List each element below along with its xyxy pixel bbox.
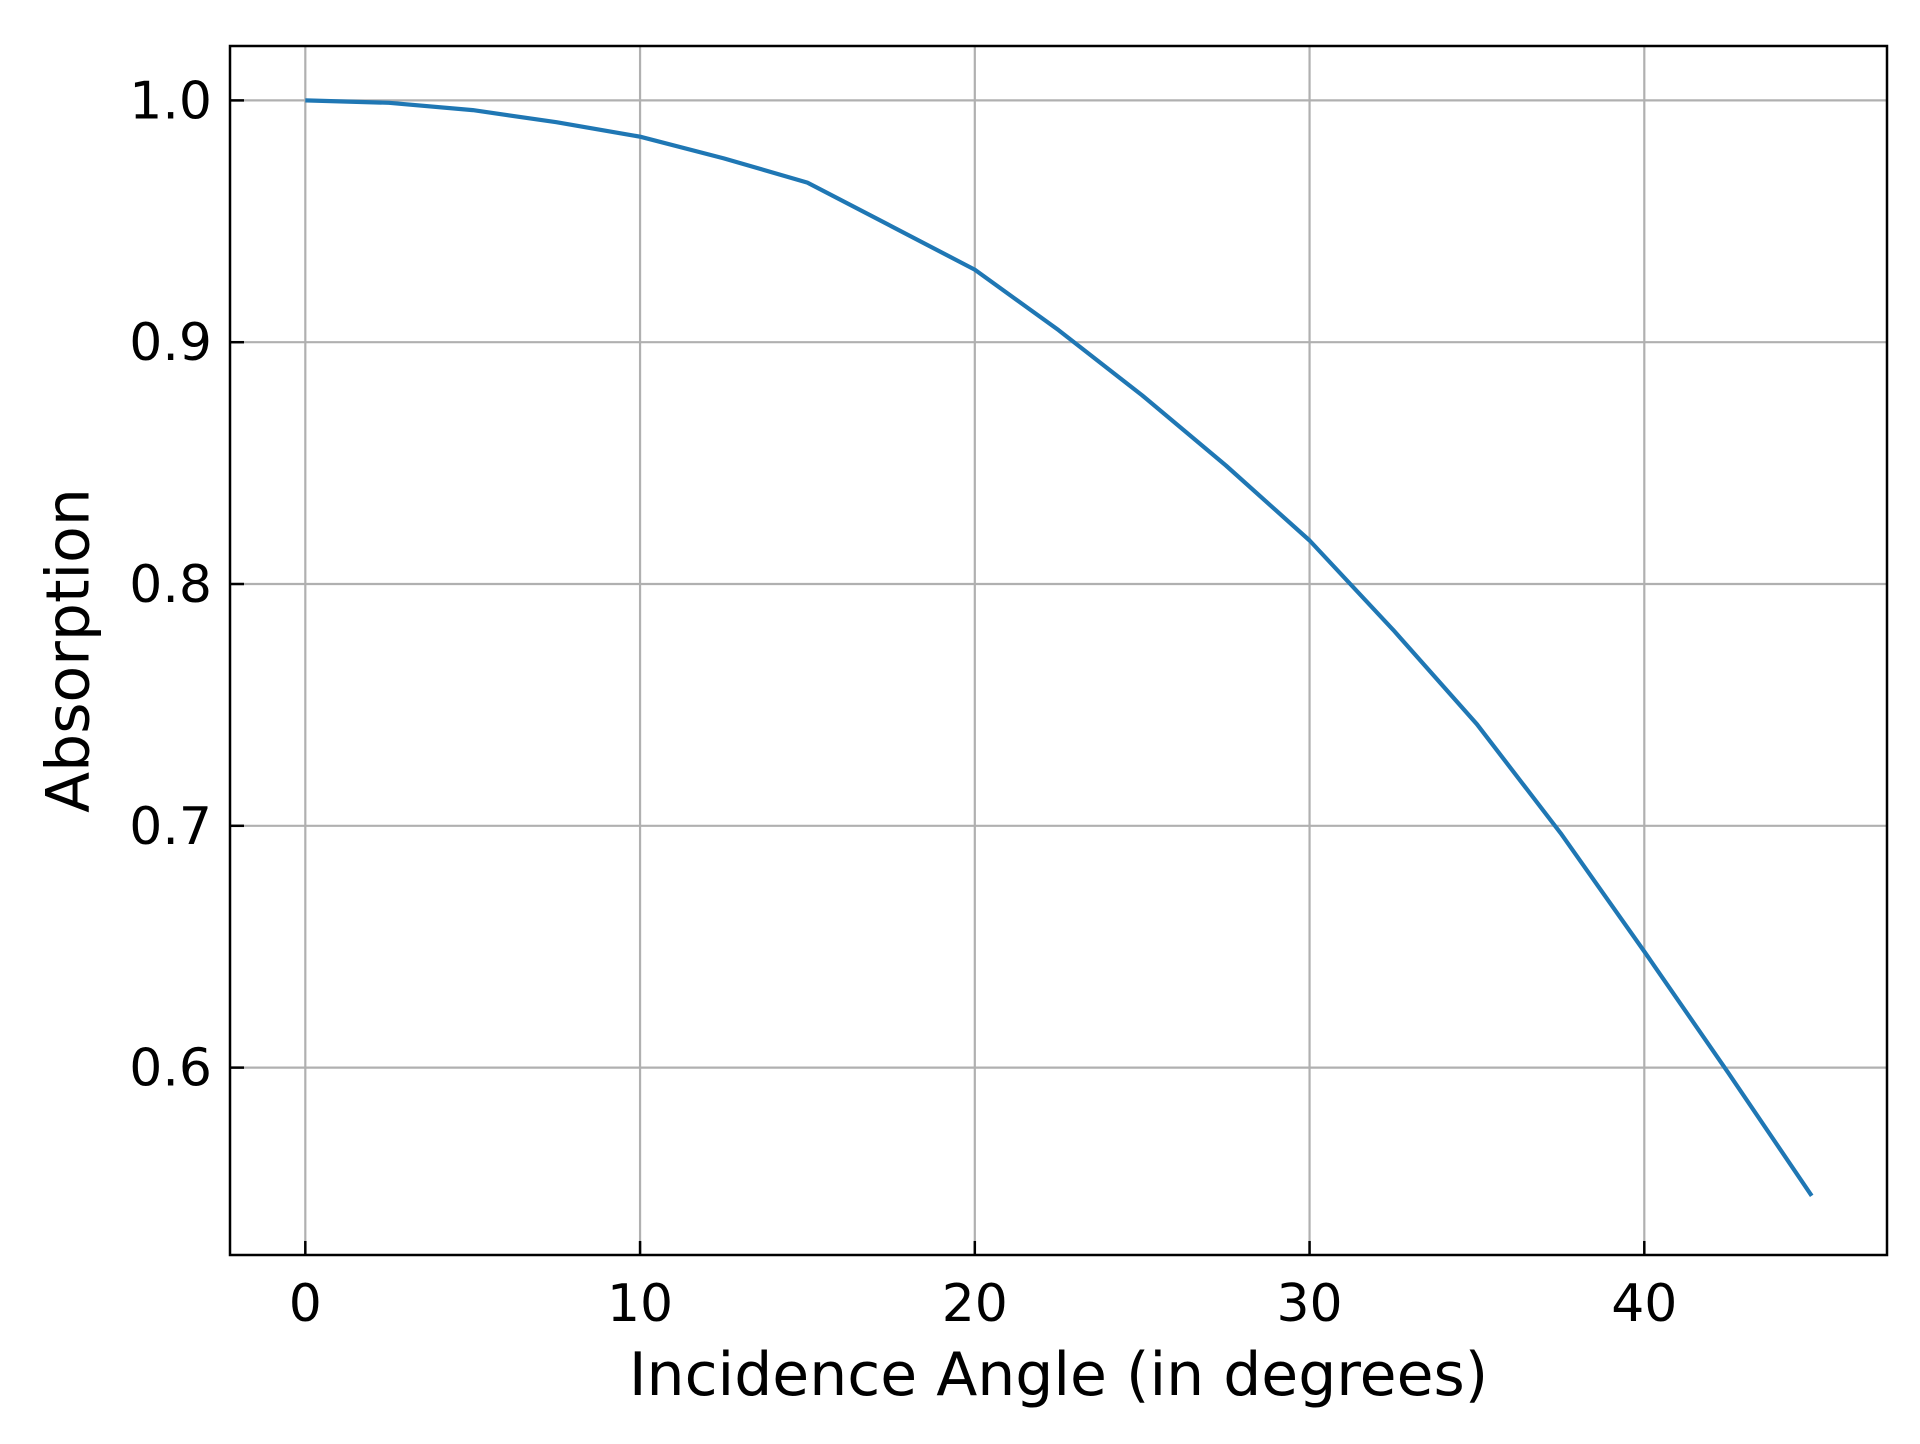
tick-marks	[230, 99, 1646, 1255]
x-tick-label: 0	[289, 1274, 322, 1334]
y-tick-label: 0.9	[129, 313, 212, 373]
y-tick-label: 0.8	[129, 555, 212, 615]
x-tick-label: 30	[1276, 1274, 1342, 1334]
y-tick-label: 0.7	[129, 797, 212, 857]
absorption-series-line	[305, 98, 1814, 1197]
y-axis-title: Absorption	[34, 488, 104, 813]
x-tick-label: 40	[1611, 1274, 1677, 1334]
y-tick-label: 0.6	[129, 1039, 212, 1099]
x-tick-label: 20	[942, 1274, 1008, 1334]
y-tick-label: 1.0	[129, 71, 212, 131]
x-tick-label: 10	[607, 1274, 673, 1334]
series-layer	[305, 98, 1814, 1197]
plot-frame	[228, 44, 1889, 1257]
grid-lines	[230, 46, 1887, 1255]
tick-labels: 0 10 20 30 40 0.6 0.7 0.8 0.9 1.0	[129, 71, 1677, 1334]
x-axis-title: Incidence Angle (in degrees)	[629, 1340, 1488, 1410]
